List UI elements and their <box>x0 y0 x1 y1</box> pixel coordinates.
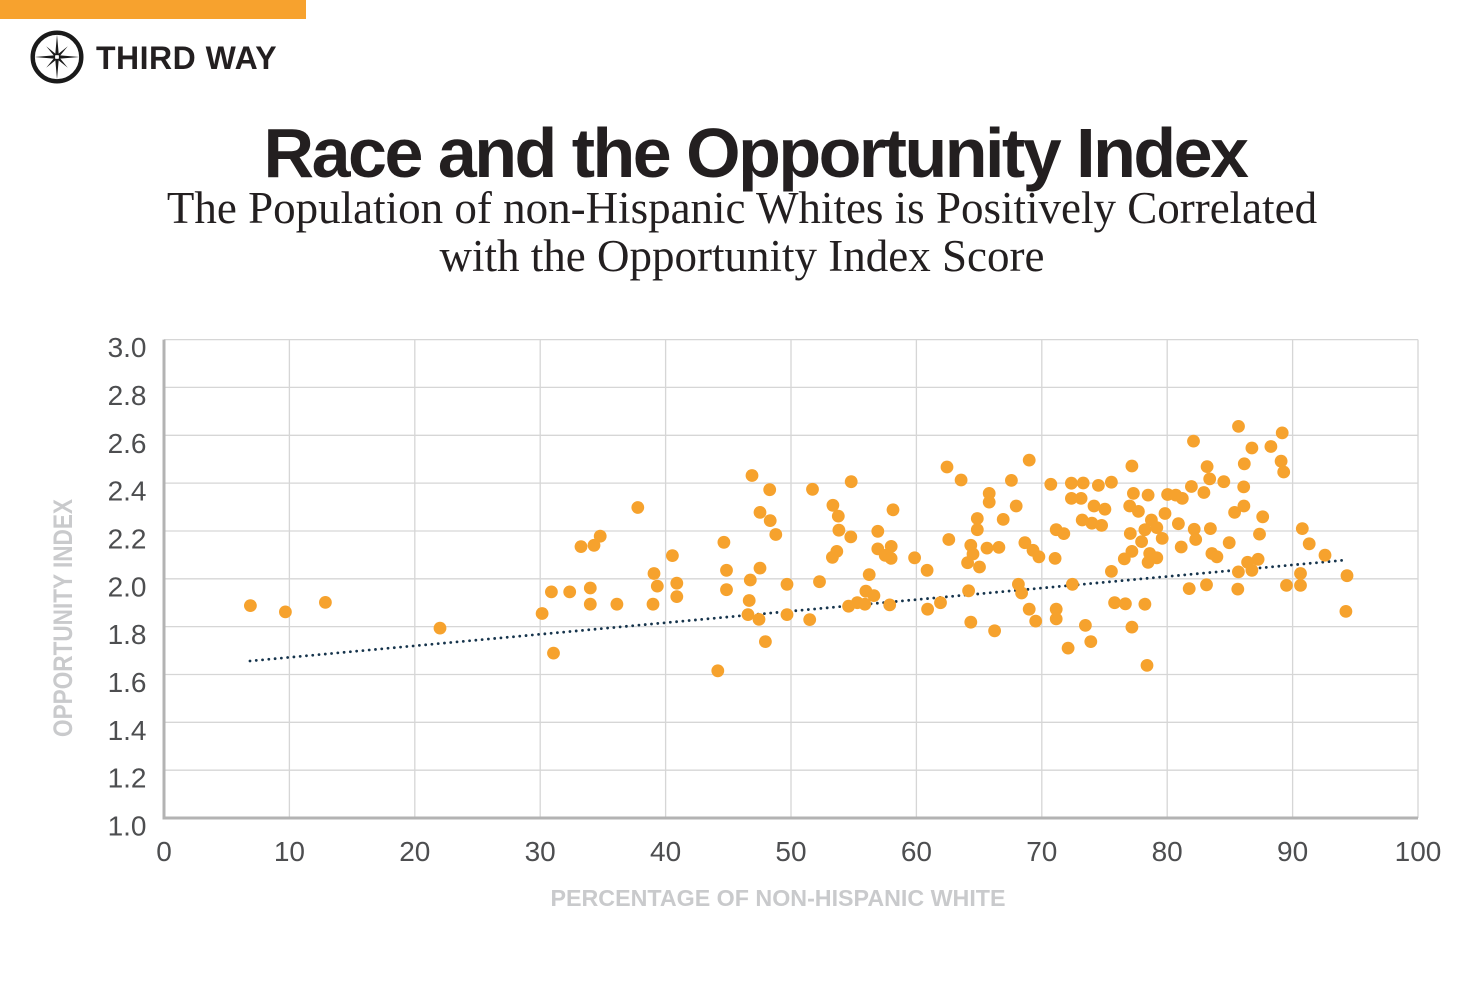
svg-text:1.0: 1.0 <box>108 811 147 842</box>
svg-text:2.8: 2.8 <box>108 380 147 411</box>
svg-text:20: 20 <box>399 836 430 867</box>
svg-text:2.0: 2.0 <box>108 571 147 602</box>
svg-text:0: 0 <box>156 836 172 867</box>
svg-text:90: 90 <box>1277 836 1308 867</box>
svg-text:PERCENTAGE OF NON-HISPANIC WHI: PERCENTAGE OF NON-HISPANIC WHITE <box>551 885 1006 911</box>
svg-text:OPPORTUNITY INDEX: OPPORTUNITY INDEX <box>48 499 78 737</box>
svg-text:50: 50 <box>775 836 806 867</box>
svg-text:10: 10 <box>274 836 305 867</box>
svg-text:1.4: 1.4 <box>108 715 147 746</box>
svg-text:70: 70 <box>1026 836 1057 867</box>
svg-text:1.6: 1.6 <box>108 667 147 698</box>
svg-text:40: 40 <box>650 836 681 867</box>
svg-text:1.8: 1.8 <box>108 619 147 650</box>
svg-text:80: 80 <box>1152 836 1183 867</box>
svg-text:3.0: 3.0 <box>108 332 147 363</box>
svg-text:30: 30 <box>525 836 556 867</box>
svg-text:2.4: 2.4 <box>108 476 147 507</box>
svg-text:2.2: 2.2 <box>108 524 147 555</box>
svg-text:2.6: 2.6 <box>108 428 147 459</box>
svg-text:1.2: 1.2 <box>108 763 147 794</box>
svg-text:60: 60 <box>901 836 932 867</box>
svg-text:100: 100 <box>1395 836 1442 867</box>
